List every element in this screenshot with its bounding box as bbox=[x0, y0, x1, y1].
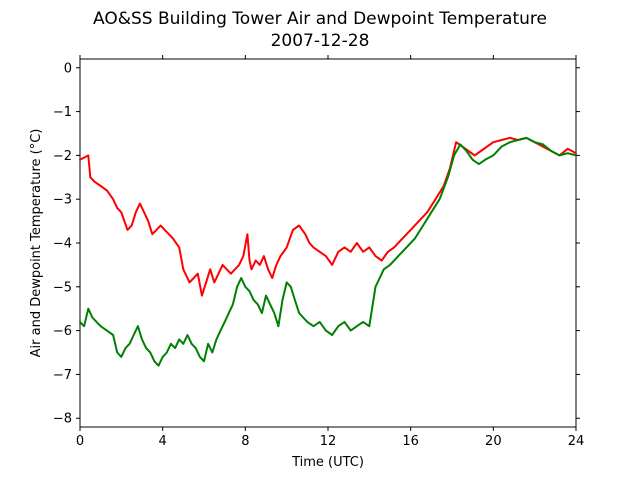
y-tick-label: −1 bbox=[53, 105, 72, 120]
y-tick-label: −7 bbox=[53, 368, 72, 383]
y-axis-label: Air and Dewpoint Temperature (°C) bbox=[29, 129, 44, 358]
x-tick-label: 0 bbox=[76, 434, 84, 449]
plot-area bbox=[79, 58, 577, 428]
x-tick-label: 4 bbox=[159, 434, 167, 449]
series-layer bbox=[79, 136, 577, 367]
y-tick-label: −3 bbox=[53, 193, 72, 208]
x-tick-label: 24 bbox=[568, 434, 585, 449]
y-tick-label: −6 bbox=[53, 324, 72, 339]
x-tick-label: 20 bbox=[485, 434, 502, 449]
x-tick-label: 16 bbox=[402, 434, 419, 449]
x-tick-label: 8 bbox=[241, 434, 249, 449]
x-tick-label: 12 bbox=[320, 434, 337, 449]
y-tick-label: −5 bbox=[53, 280, 72, 295]
series-line-1 bbox=[79, 136, 577, 297]
chart-title: AO&SS Building Tower Air and Dewpoint Te… bbox=[93, 9, 547, 29]
y-tick-label: 0 bbox=[64, 61, 72, 76]
series-line-2 bbox=[79, 136, 577, 367]
y-tick-label: −4 bbox=[53, 237, 72, 252]
chart-subtitle: 2007-12-28 bbox=[271, 31, 370, 51]
y-axis: 0 −1 −2 −3 −4 −5 −6 −7 −8 bbox=[53, 61, 580, 427]
x-axis-label: Time (UTC) bbox=[291, 455, 364, 470]
y-tick-label: −8 bbox=[53, 412, 72, 427]
plot-frame bbox=[79, 58, 577, 428]
x-axis: 0 4 8 12 16 20 24 bbox=[76, 55, 584, 449]
y-tick-label: −2 bbox=[53, 149, 72, 164]
